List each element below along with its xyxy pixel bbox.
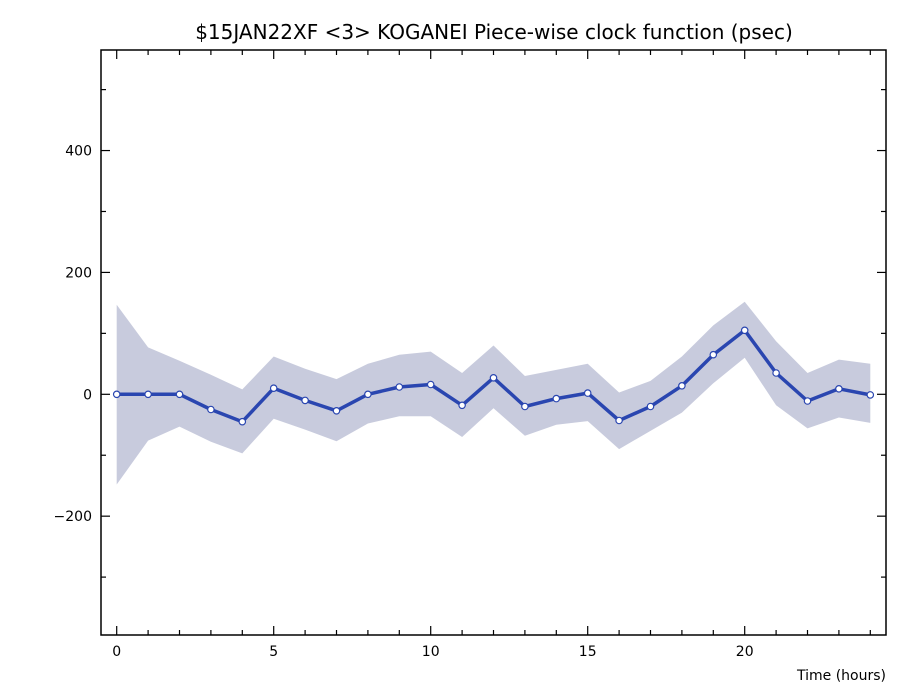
data-point (521, 402, 529, 411)
data-point (395, 383, 404, 391)
data-point (426, 380, 435, 389)
x-tick-label: 15 (579, 644, 597, 660)
data-point (238, 417, 247, 426)
data-point (835, 384, 843, 393)
data-point (615, 416, 623, 425)
data-point (364, 390, 372, 399)
uncertainty-band-layer (116, 301, 871, 485)
data-point (772, 369, 780, 377)
data-point (458, 401, 466, 410)
data-point (112, 390, 121, 399)
x-tick-label: 5 (269, 644, 278, 660)
y-tick-label: 200 (65, 265, 92, 281)
y-tick-label: 400 (65, 144, 92, 160)
data-point (175, 390, 184, 399)
data-point (709, 350, 718, 359)
data-point (207, 405, 215, 414)
data-point (144, 390, 152, 399)
uncertainty-band (116, 301, 871, 485)
chart-title: $15JAN22XF <3> KOGANEI Piece-wise clock … (195, 20, 793, 44)
data-point (489, 373, 498, 382)
data-point (678, 381, 686, 390)
axis-ticks-layer (101, 50, 886, 635)
tick-labels-layer: 0 5 10 15 20 −200 0 200 400 (54, 144, 754, 660)
data-point (301, 396, 309, 405)
y-tick-label: 0 (83, 387, 92, 403)
x-tick-label: 10 (422, 644, 440, 660)
data-point (740, 326, 749, 335)
data-point (552, 394, 561, 403)
data-point (866, 391, 875, 399)
data-point (646, 402, 655, 411)
data-point-layer (112, 326, 875, 426)
x-tick-label: 0 (112, 644, 121, 660)
data-point (803, 397, 812, 405)
data-point (332, 406, 341, 415)
y-tick-label: −200 (54, 509, 92, 525)
x-axis-label: Time (hours) (796, 668, 886, 684)
data-point (583, 389, 592, 397)
x-tick-label: 20 (736, 644, 754, 660)
data-point (269, 384, 278, 393)
